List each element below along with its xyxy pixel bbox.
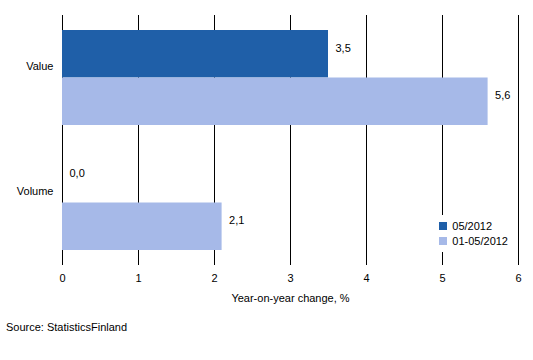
- svg-text:0,0: 0,0: [70, 167, 85, 179]
- svg-text:Value: Value: [26, 60, 53, 72]
- svg-text:6: 6: [515, 272, 521, 284]
- svg-text:2,1: 2,1: [229, 214, 244, 226]
- svg-text:2: 2: [211, 272, 217, 284]
- svg-text:3,5: 3,5: [336, 42, 351, 54]
- svg-text:4: 4: [363, 272, 369, 284]
- html-text:Source: StatisticsFinland: Source: StatisticsFinland: [6, 321, 128, 333]
- svg-text:0: 0: [59, 272, 65, 284]
- svg-text:3: 3: [287, 272, 293, 284]
- svg-text:1: 1: [135, 272, 141, 284]
- html-text:05/2012: 05/2012: [452, 220, 493, 232]
- svg-text:5,6: 5,6: [495, 89, 510, 101]
- svg-text:5: 5: [439, 272, 445, 284]
- svg-text:Volume: Volume: [17, 185, 54, 197]
- svg-text:Year-on-year change, %: Year-on-year change, %: [231, 292, 349, 304]
- html-text:01-05/2012: 01-05/2012: [452, 235, 508, 247]
